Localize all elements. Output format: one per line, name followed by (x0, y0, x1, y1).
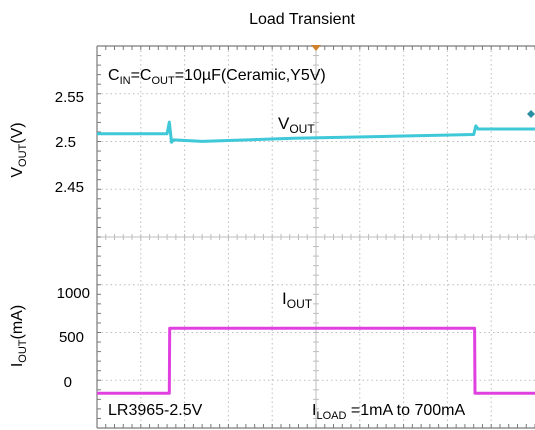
vout-tick-label: 2.55 (55, 89, 84, 106)
trace-iout (97, 326, 535, 395)
trigger-marker (311, 45, 321, 51)
trace-layer (97, 120, 535, 395)
vout-series-label: VOUT (278, 114, 315, 136)
iout-tick-label: 1000 (57, 285, 90, 302)
vout-tick-label: 2.45 (55, 179, 84, 196)
scope-grid (96, 45, 535, 429)
load-condition-label: ILOAD =1mA to 700mA (312, 402, 465, 422)
iout-axis-label: IOUT(mA) (9, 305, 29, 367)
vout-tick-label: 2.5 (55, 134, 76, 151)
level-marker (527, 110, 535, 118)
iout-tick-label: 0 (64, 374, 72, 391)
iout-series-label: IOUT (282, 289, 313, 311)
chart-title: Load Transient (249, 11, 355, 28)
vout-axis-label: VOUT(V) (9, 122, 29, 177)
condition-label: CIN=COUT=10µF(Ceramic,Y5V) (108, 67, 326, 87)
trace-vout (97, 120, 535, 144)
iout-tick-label: 500 (59, 329, 84, 346)
part-number-label: LR3965-2.5V (108, 402, 203, 419)
